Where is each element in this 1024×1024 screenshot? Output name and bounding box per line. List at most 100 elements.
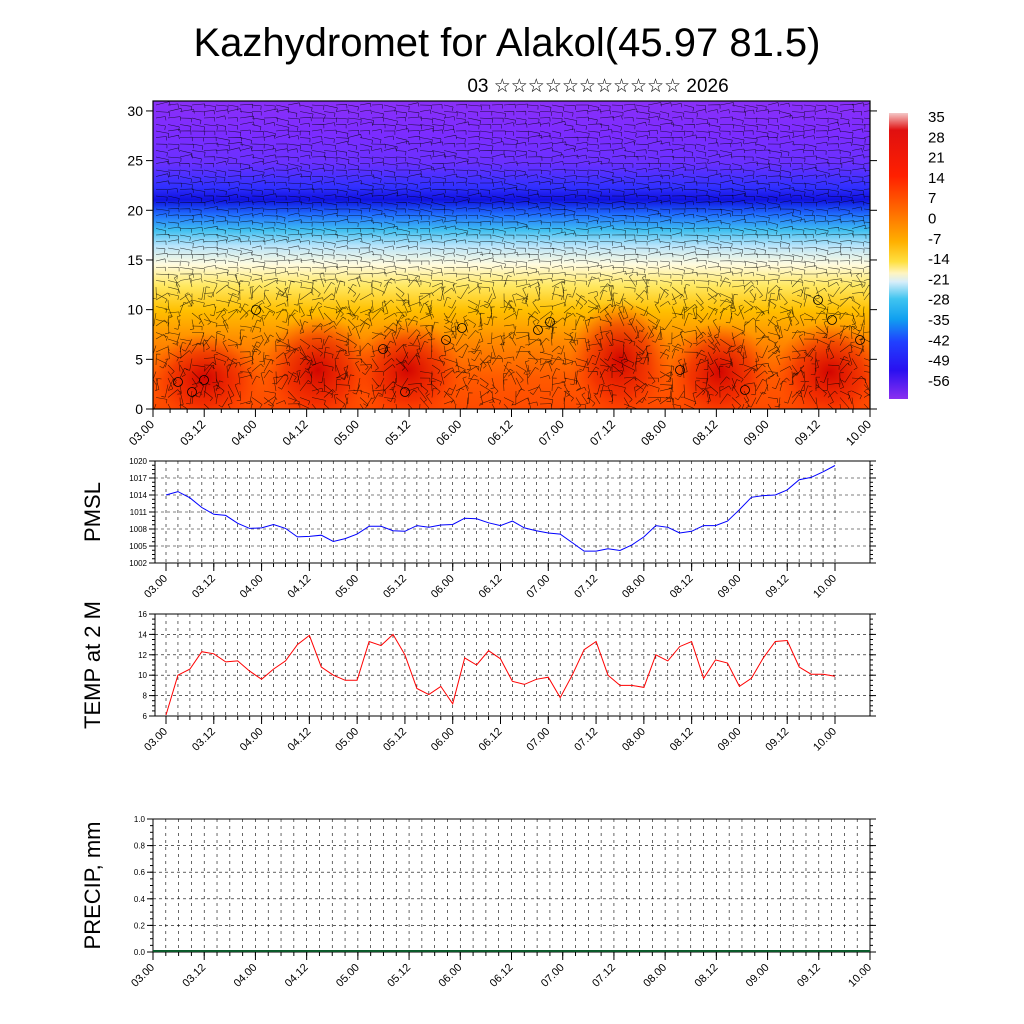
y-tick-label: 15	[127, 252, 143, 268]
panel-frame	[154, 460, 871, 564]
x-tick-label: 06.12	[488, 962, 516, 990]
y-tick-label: 25	[127, 153, 143, 169]
x-tick-label: 05.12	[381, 726, 409, 754]
heatmap-x-axis: 03.00 03.12 04.00 04.12 05.00 05.12 06.00 06.12…	[126, 409, 874, 448]
x-tick-label: 09.00	[716, 573, 744, 601]
colorbar-label: 21	[928, 150, 945, 167]
y-tick-label: 1014	[129, 491, 147, 500]
x-tick-label: 04.12	[283, 962, 311, 990]
wind-barbs	[153, 101, 870, 409]
y-tick-label: 20	[127, 202, 143, 218]
y-tick-label: 6	[143, 712, 148, 721]
heatmap-warm-cores	[153, 300, 870, 409]
colorbar-label: -7	[928, 231, 941, 248]
calm-wind-marker	[740, 385, 750, 395]
calm-wind-marker	[827, 315, 837, 325]
colorbar-label: -21	[928, 271, 950, 288]
x-tick-label: 07.12	[572, 573, 600, 601]
colorbar-label: 28	[928, 129, 945, 146]
x-tick-label: 09.00	[716, 726, 744, 754]
x-tick-label: 06.00	[436, 962, 464, 990]
y-tick-label: 10	[138, 671, 147, 680]
calm-wind-marker	[675, 365, 685, 375]
y-tick-label: 14	[138, 630, 147, 639]
x-tick-label: 05.00	[331, 417, 362, 448]
x-tick-label: 05.12	[382, 417, 413, 448]
y-tick-label: 0	[135, 401, 143, 417]
y-tick-label: 0.0	[134, 948, 146, 957]
x-tick-label: 05.00	[333, 726, 361, 754]
calm-wind-marker	[173, 377, 183, 387]
y-tick-label: 30	[127, 103, 143, 119]
x-tick-label: 07.00	[539, 962, 567, 990]
precip-panel: 0.0 0.2 0.4 0.6 0.8 1.0 03.00 03.12 04.00 04.12 05…	[80, 815, 876, 990]
heatmap-panel: 0 5 10 15 20 25 30 03.00 03.12 04.00 04.12 05.00 05…	[126, 100, 877, 448]
x-tick-label: 06.00	[429, 726, 457, 754]
x-tick-label: 08.00	[620, 726, 648, 754]
x-tick-label: 03.12	[180, 962, 208, 990]
y-tick-label: 1017	[129, 474, 147, 483]
colorbar-label: -35	[928, 312, 950, 329]
x-tick-label: 05.12	[381, 573, 409, 601]
x-tick-label: 05.12	[385, 962, 413, 990]
y-tick-label: 8	[143, 692, 148, 701]
x-tick-label: 05.00	[334, 962, 362, 990]
y-tick-label: 1011	[130, 508, 148, 517]
x-tick-label: 10.00	[811, 726, 839, 754]
x-tick-label: 09.12	[795, 962, 823, 990]
y-tick-label: 1002	[129, 559, 147, 568]
x-tick-label: 04.12	[286, 726, 314, 754]
x-tick-label: 08.12	[668, 726, 696, 754]
colorbar-scale	[889, 113, 908, 399]
y-tick-label: 10	[127, 302, 143, 318]
x-tick-label: 04.00	[238, 573, 266, 601]
x-tick-label: 03.12	[190, 726, 218, 754]
calm-wind-marker	[400, 387, 410, 397]
x-tick-label: 03.00	[142, 573, 170, 601]
x-tick-label: 04.00	[228, 417, 259, 448]
x-tick-label: 06.12	[477, 726, 505, 754]
x-tick-label: 08.12	[668, 573, 696, 601]
x-tick-label: 06.00	[429, 573, 457, 601]
x-tick-label: 04.12	[286, 573, 314, 601]
x-tick-label: 06.12	[477, 573, 505, 601]
y-axis-title: PRECIP, mm	[80, 822, 105, 950]
x-tick-label: 03.12	[190, 573, 218, 601]
y-tick-label: 5	[135, 351, 143, 367]
calm-wind-marker	[199, 375, 209, 385]
pmsl-panel: 1002 1005 1008 1011 1014 1017 1020 03.00 03.12 04…	[80, 457, 876, 601]
colorbar-label: -28	[928, 292, 950, 309]
chart-subtitle: 03 ☆☆☆☆☆☆☆☆☆☆☆ 2026	[467, 76, 728, 97]
calm-wind-marker	[187, 387, 197, 397]
x-tick-label: 10.00	[811, 573, 839, 601]
colorbar-label: 14	[928, 170, 945, 187]
x-tick-label: 09.12	[792, 417, 823, 448]
x-tick-label: 04.12	[280, 417, 311, 448]
x-tick-label: 03.00	[129, 962, 157, 990]
y-tick-label: 12	[138, 651, 147, 660]
calm-wind-marker	[855, 335, 865, 345]
calm-wind-marker	[378, 344, 388, 354]
x-tick-label: 03.00	[142, 726, 170, 754]
colorbar-label: 7	[928, 190, 936, 207]
x-tick-label: 07.00	[524, 726, 552, 754]
x-tick-label: 06.12	[484, 417, 515, 448]
y-tick-label: 0.6	[134, 868, 146, 877]
y-tick-label: 16	[138, 610, 147, 619]
heatmap-y-axis: 0 5 10 15 20 25 30	[127, 103, 877, 417]
panel-frame	[154, 613, 871, 717]
y-tick-label: 1008	[129, 525, 147, 534]
x-tick-label: 03.00	[126, 417, 157, 448]
colorbar-label: -42	[928, 332, 950, 349]
x-tick-label: 09.12	[763, 726, 791, 754]
x-tick-label: 08.00	[638, 417, 669, 448]
x-tick-label: 09.00	[744, 962, 772, 990]
x-tick-label: 07.12	[590, 962, 618, 990]
series-line	[165, 633, 836, 716]
colorbar-label: -49	[928, 353, 950, 370]
calm-wind-marker	[441, 335, 451, 345]
chart-title: Kazhydromet for Alakol(45.97 81.5)	[193, 21, 820, 65]
x-tick-label: 07.00	[536, 417, 567, 448]
